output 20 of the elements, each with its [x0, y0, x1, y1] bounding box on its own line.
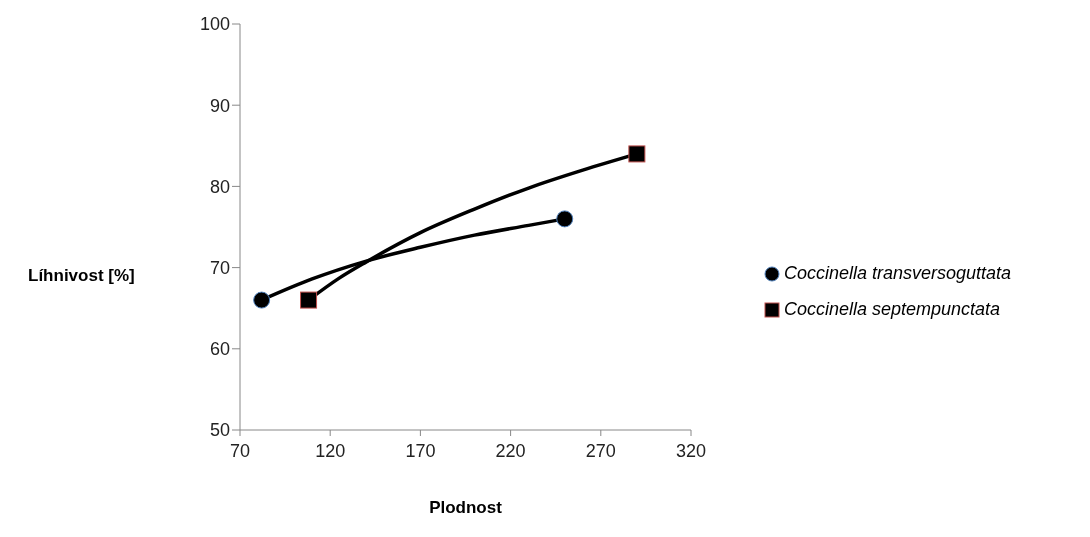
x-axis-title: Plodnost [428, 498, 503, 518]
point [300, 291, 318, 309]
y-tick-label: 100 [199, 14, 230, 35]
legend-label: Coccinella septempunctata [783, 299, 1002, 321]
point [253, 291, 271, 309]
point [628, 145, 646, 163]
y-tick-label: 50 [209, 420, 230, 441]
legend-label: Coccinella transversoguttata [783, 263, 1012, 285]
y-tick-label: 80 [209, 176, 230, 197]
x-tick-label: 170 [405, 440, 436, 461]
y-tick-label: 70 [209, 257, 230, 278]
x-tick-label: 120 [315, 440, 346, 461]
y-tick-label: 90 [209, 95, 230, 116]
y-axis-title: Líhnivost [%] [28, 266, 135, 286]
y-tick-label: 60 [209, 339, 230, 360]
x-tick-label: 70 [229, 440, 251, 461]
x-tick-label: 270 [585, 440, 616, 461]
x-tick-label: 220 [495, 440, 526, 461]
point [556, 210, 574, 228]
x-tick-label: 320 [675, 440, 707, 461]
